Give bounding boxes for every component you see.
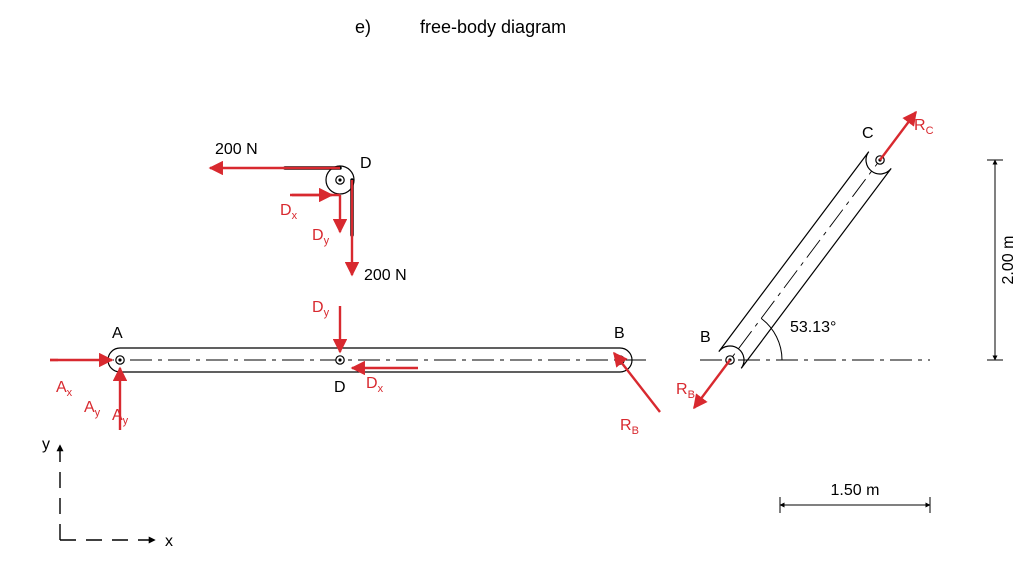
page-title: free-body diagram [420,17,566,37]
svg-text:200 N: 200 N [364,267,407,284]
svg-text:Dy: Dy [312,227,330,247]
svg-text:2.00 m: 2.00 m [1000,236,1017,285]
svg-text:B: B [614,325,625,342]
svg-text:Dy: Dy [312,299,330,319]
svg-text:Ax: Ax [56,379,73,399]
dimensions: 1.50 m 2.00 m [780,160,1017,513]
axes: xy [42,436,173,550]
svg-text:1.50 m: 1.50 m [831,482,880,499]
svg-text:D: D [360,155,372,172]
svg-text:200 N: 200 N [215,141,258,158]
svg-text:Dx: Dx [366,375,384,395]
svg-text:RB: RB [676,381,695,401]
right-member: 53.13° B C [700,125,930,379]
svg-text:C: C [862,125,874,142]
diagram-canvas: e) free-body diagram A B D D 53.13° B C 200 … [0,0,1035,576]
svg-text:Dx: Dx [280,202,298,222]
svg-text:RB: RB [620,417,639,437]
svg-text:B: B [700,329,711,346]
svg-text:y: y [42,436,50,453]
svg-text:RC: RC [914,117,934,137]
part-label: e) [355,17,371,37]
svg-text:53.13°: 53.13° [790,319,836,336]
svg-text:D: D [334,379,346,396]
svg-text:Ay: Ay [84,399,101,419]
svg-text:x: x [165,533,173,550]
svg-text:A: A [112,325,123,342]
